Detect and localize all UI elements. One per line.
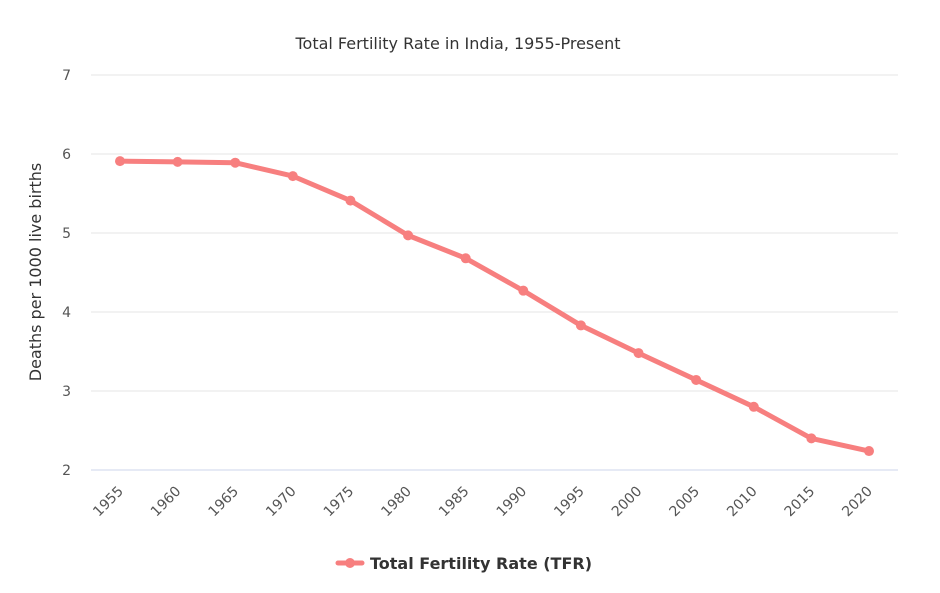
x-tick-label: 1960 bbox=[148, 484, 185, 521]
series-line bbox=[117, 158, 872, 454]
x-tick-label: 1995 bbox=[551, 484, 588, 521]
x-tick-label: 2015 bbox=[782, 484, 819, 521]
data-point[interactable] bbox=[864, 446, 874, 457]
x-tick-label: 1985 bbox=[436, 484, 473, 521]
data-point[interactable] bbox=[518, 285, 529, 296]
data-point[interactable] bbox=[172, 156, 183, 167]
data-point[interactable] bbox=[633, 348, 644, 359]
x-tick-label: 1975 bbox=[321, 484, 358, 521]
data-point[interactable] bbox=[460, 253, 471, 264]
data-point[interactable] bbox=[230, 157, 241, 168]
grid-lines bbox=[91, 74, 898, 392]
data-point[interactable] bbox=[403, 230, 414, 241]
y-axis-label: Deaths per 1000 live births bbox=[26, 163, 45, 382]
legend-label: Total Fertility Rate (TFR) bbox=[370, 554, 592, 573]
y-tick-label: 3 bbox=[62, 384, 71, 400]
data-point[interactable] bbox=[115, 156, 125, 167]
y-tick-label: 7 bbox=[62, 68, 71, 84]
data-point[interactable] bbox=[748, 401, 759, 412]
data-point[interactable] bbox=[691, 374, 702, 385]
legend-marker-icon bbox=[345, 558, 355, 568]
x-tick-label: 1980 bbox=[378, 484, 415, 521]
y-axis-ticks: 2 3 4 5 6 7 bbox=[62, 68, 71, 479]
data-point[interactable] bbox=[287, 171, 298, 182]
x-tick-label: 1990 bbox=[494, 484, 531, 521]
x-tick-label: 2000 bbox=[609, 484, 646, 521]
data-point[interactable] bbox=[806, 433, 817, 444]
x-tick-label: 2010 bbox=[724, 484, 761, 521]
y-tick-label: 2 bbox=[62, 463, 71, 479]
legend[interactable]: Total Fertility Rate (TFR) bbox=[335, 554, 592, 573]
series-group bbox=[115, 156, 874, 457]
data-point[interactable] bbox=[575, 320, 586, 331]
y-tick-label: 4 bbox=[62, 305, 71, 321]
x-axis-ticks: 1955 1960 1965 1970 1975 1980 1985 1990 1995 2000… bbox=[90, 484, 876, 521]
x-tick-label: 2005 bbox=[666, 484, 703, 521]
chart-title: Total Fertility Rate in India, 1955-Pres… bbox=[294, 34, 620, 53]
x-tick-label: 1955 bbox=[90, 484, 127, 521]
data-point[interactable] bbox=[345, 195, 356, 206]
x-tick-label: 1970 bbox=[263, 484, 300, 521]
y-tick-label: 6 bbox=[62, 147, 71, 163]
x-tick-label: 1965 bbox=[206, 484, 243, 521]
x-tick-label: 2020 bbox=[839, 484, 876, 521]
y-tick-label: 5 bbox=[62, 226, 71, 242]
